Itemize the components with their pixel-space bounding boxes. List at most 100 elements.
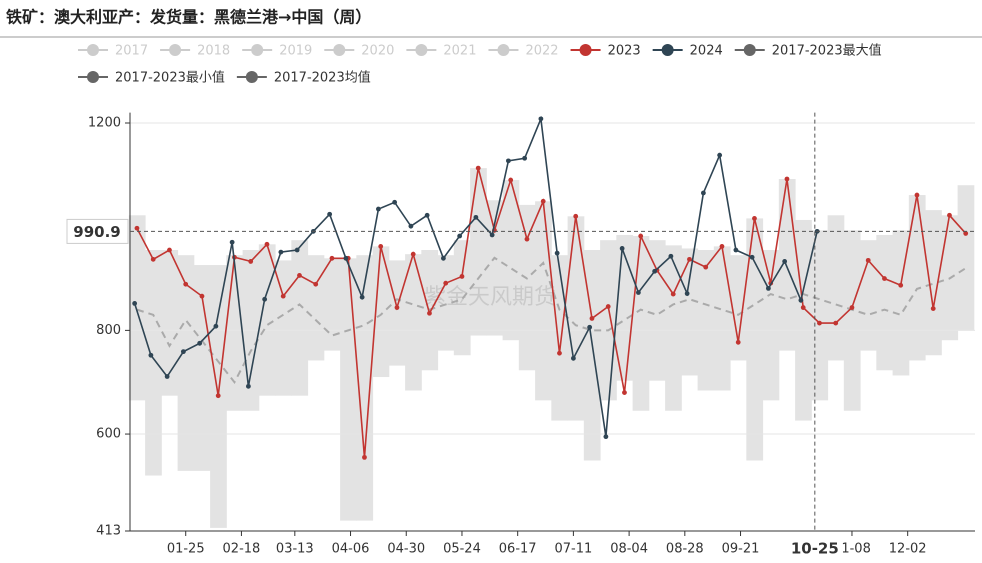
data-point bbox=[603, 434, 609, 440]
x-tick-label: 06-17 bbox=[499, 542, 537, 557]
range-band bbox=[843, 230, 861, 411]
range-band bbox=[600, 240, 617, 401]
data-point bbox=[849, 305, 855, 310]
data-point bbox=[132, 301, 138, 306]
data-point bbox=[213, 323, 219, 329]
data-point bbox=[538, 116, 544, 122]
data-point bbox=[557, 350, 562, 356]
legend-item[interactable]: 2023 bbox=[570, 44, 641, 59]
range-band bbox=[177, 255, 195, 471]
data-point bbox=[262, 296, 268, 302]
x-tick-label: 07-11 bbox=[555, 542, 593, 557]
legend-marker bbox=[87, 44, 99, 56]
range-band bbox=[681, 248, 699, 376]
data-point bbox=[817, 320, 822, 326]
crosshair-x-label: 10-25 bbox=[791, 540, 839, 558]
range-band bbox=[128, 215, 146, 401]
data-point bbox=[294, 247, 300, 253]
range-band bbox=[551, 255, 569, 421]
data-point bbox=[443, 280, 449, 286]
data-point bbox=[297, 273, 302, 278]
data-point bbox=[245, 383, 251, 389]
range-band bbox=[860, 240, 877, 351]
series-line bbox=[136, 256, 967, 385]
range-band bbox=[502, 180, 520, 341]
data-point bbox=[327, 211, 333, 217]
data-point bbox=[522, 155, 528, 161]
range-band bbox=[388, 260, 406, 366]
range-band bbox=[665, 245, 682, 411]
range-band bbox=[908, 195, 926, 361]
legend-label: 2019 bbox=[279, 44, 312, 59]
data-point bbox=[668, 253, 674, 259]
legend-marker bbox=[579, 44, 592, 56]
data-point bbox=[180, 349, 186, 355]
data-point bbox=[167, 247, 172, 253]
crosshair-y-box bbox=[66, 218, 129, 244]
x-tick-label: 05-24 bbox=[443, 542, 481, 557]
x-tick-label: 04-06 bbox=[332, 542, 370, 557]
x-tick-label: 03-13 bbox=[276, 542, 314, 557]
data-point bbox=[898, 282, 904, 288]
data-point bbox=[375, 206, 381, 212]
legend-label: 2017-2023均值 bbox=[274, 70, 371, 86]
data-point bbox=[164, 374, 170, 379]
data-point bbox=[280, 293, 286, 299]
range-band bbox=[307, 255, 325, 361]
data-point bbox=[427, 310, 432, 316]
legend-marker bbox=[743, 44, 756, 56]
legend-item[interactable]: 2021 bbox=[406, 44, 476, 59]
data-point bbox=[183, 281, 189, 287]
range-band bbox=[697, 250, 715, 391]
legend-label: 2020 bbox=[361, 44, 394, 59]
range-band bbox=[405, 254, 422, 391]
legend-item[interactable]: 2019 bbox=[242, 44, 312, 59]
range-band bbox=[762, 250, 780, 401]
range-band bbox=[161, 250, 179, 396]
data-point bbox=[410, 251, 416, 257]
legend-label: 2023 bbox=[608, 44, 641, 59]
data-point bbox=[457, 233, 463, 239]
legend-item[interactable]: 2022 bbox=[488, 44, 559, 59]
legend-marker bbox=[87, 71, 99, 83]
data-point bbox=[362, 454, 367, 460]
legend-item[interactable]: 2017-2023均值 bbox=[236, 70, 371, 86]
data-point bbox=[278, 249, 284, 255]
range-band bbox=[291, 240, 309, 396]
data-point bbox=[719, 243, 725, 249]
data-point bbox=[134, 225, 140, 231]
legend-item[interactable]: 2017-2023最大值 bbox=[734, 43, 882, 59]
data-point bbox=[570, 355, 576, 361]
legend-item[interactable]: 2017-2023最小值 bbox=[78, 70, 225, 86]
x-tick-label: 04-30 bbox=[387, 542, 425, 557]
data-point bbox=[687, 256, 692, 262]
range-band bbox=[811, 230, 829, 401]
data-point bbox=[798, 297, 804, 303]
data-point bbox=[670, 291, 676, 297]
legend-item[interactable]: 2017 bbox=[78, 44, 148, 59]
data-point bbox=[963, 231, 969, 236]
legend-item[interactable]: 2018 bbox=[160, 44, 230, 59]
legend-item[interactable]: 2024 bbox=[652, 44, 723, 59]
data-point bbox=[782, 259, 788, 264]
legend-item[interactable]: 2020 bbox=[324, 44, 394, 59]
x-tick-label: 08-04 bbox=[610, 542, 648, 557]
data-point bbox=[215, 393, 221, 399]
range-band bbox=[275, 260, 292, 396]
data-point bbox=[554, 250, 560, 256]
range-band bbox=[258, 244, 276, 396]
y-tick-label: 413 bbox=[96, 524, 121, 539]
crosshair-x-box bbox=[786, 537, 843, 559]
range-band bbox=[648, 240, 666, 381]
crosshair-y-label: 990.9 bbox=[73, 223, 120, 241]
data-point bbox=[408, 223, 414, 229]
range-band bbox=[795, 219, 812, 421]
data-point bbox=[475, 165, 481, 171]
data-point bbox=[329, 255, 335, 261]
legend-label: 2024 bbox=[690, 44, 723, 59]
data-point bbox=[735, 339, 741, 345]
data-point bbox=[148, 352, 154, 358]
range-band bbox=[925, 210, 942, 356]
range-band bbox=[892, 230, 910, 376]
